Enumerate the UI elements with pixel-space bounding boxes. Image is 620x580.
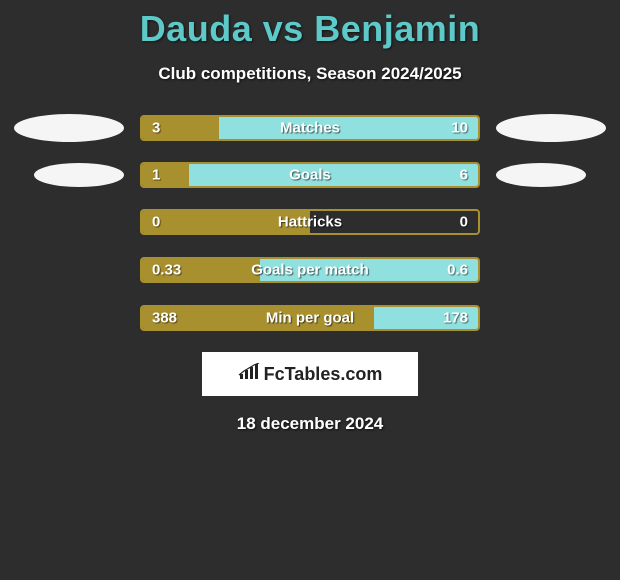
bar-right-fill (219, 117, 478, 139)
page-title: Dauda vs Benjamin (0, 8, 620, 50)
right-value: 6 (460, 167, 468, 184)
left-value: 3 (152, 120, 160, 137)
left-value: 1 (152, 167, 160, 184)
metric-label: Hattricks (278, 214, 342, 231)
bar-right-fill (189, 164, 478, 186)
stat-bar: 388 178 Min per goal (140, 305, 480, 331)
chart-icon (238, 363, 260, 386)
stat-bar: 3 10 Matches (140, 115, 480, 141)
right-value: 10 (451, 120, 468, 137)
stat-bar: 0 0 Hattricks (140, 209, 480, 235)
metric-label: Matches (280, 120, 340, 137)
metric-label: Goals (289, 167, 331, 184)
stat-row: 1 6 Goals (0, 162, 620, 188)
metric-label: Goals per match (251, 262, 369, 279)
stat-bar: 1 6 Goals (140, 162, 480, 188)
right-placeholder (496, 163, 586, 187)
stat-row: 0 0 Hattricks (0, 208, 620, 236)
right-value: 0.6 (447, 262, 468, 279)
right-value: 178 (443, 310, 468, 327)
left-value: 0 (152, 214, 160, 231)
stat-bar: 0.33 0.6 Goals per match (140, 257, 480, 283)
left-value: 0.33 (152, 262, 181, 279)
subtitle: Club competitions, Season 2024/2025 (0, 64, 620, 84)
date-label: 18 december 2024 (0, 414, 620, 434)
bar-left-fill (142, 164, 189, 186)
stat-row: 3 10 Matches (0, 114, 620, 142)
left-placeholder (14, 114, 124, 142)
right-placeholder (496, 114, 606, 142)
right-value: 0 (460, 214, 468, 231)
stats-rows: 3 10 Matches 1 6 Goals 0 0 Hattricks 0.33 0.6 Goals… (0, 114, 620, 332)
comparison-container: Dauda vs Benjamin Club competitions, Sea… (0, 0, 620, 434)
left-placeholder (34, 163, 124, 187)
metric-label: Min per goal (266, 310, 354, 327)
left-value: 388 (152, 310, 177, 327)
logo-box[interactable]: FcTables.com (202, 352, 418, 396)
stat-row: 0.33 0.6 Goals per match (0, 256, 620, 284)
logo-label: FcTables.com (264, 364, 383, 385)
logo-text: FcTables.com (238, 363, 383, 386)
stat-row: 388 178 Min per goal (0, 304, 620, 332)
